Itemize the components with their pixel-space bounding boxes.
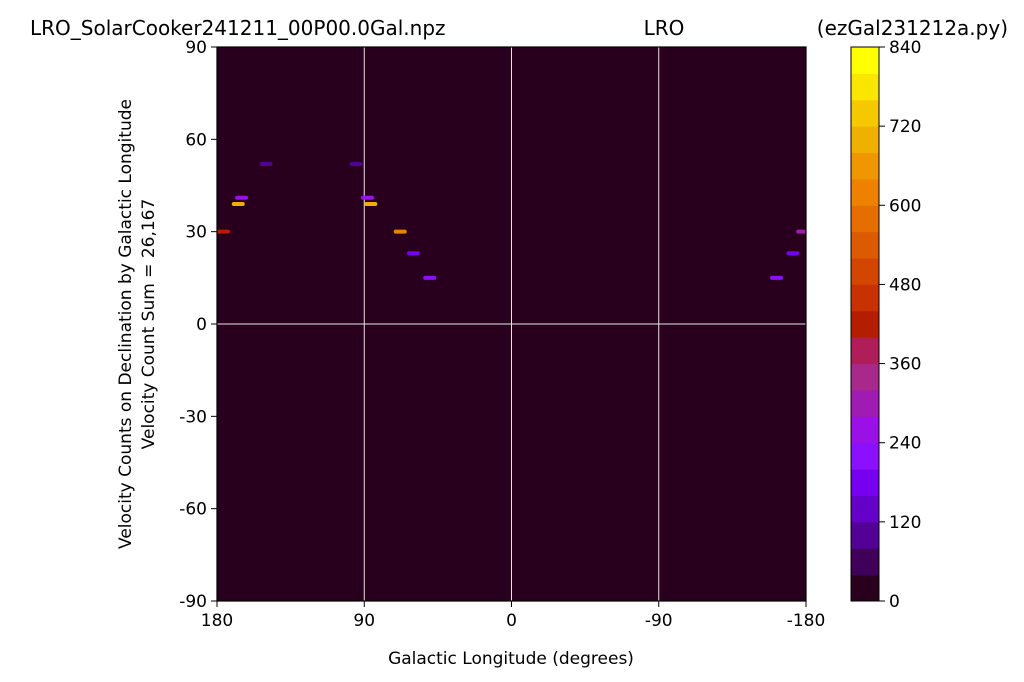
- colorbar-tick-label: 600: [889, 196, 921, 216]
- colorbar-segment: [851, 442, 879, 470]
- heatmap-cell: [770, 275, 784, 280]
- y-tick-label: -30: [179, 407, 207, 427]
- heatmap-cell: [259, 161, 273, 166]
- heatmap-cell: [361, 195, 375, 200]
- heatmap-cell: [217, 229, 230, 234]
- colorbar-segment: [851, 310, 879, 338]
- y-tick-label: -90: [179, 592, 207, 612]
- colorbar-segment: [851, 258, 879, 285]
- heatmap-cells: [217, 161, 806, 280]
- colorbar-tick-label: 120: [889, 513, 921, 533]
- colorbar-segment: [851, 99, 879, 127]
- heatmap-cell: [796, 229, 806, 234]
- y-tick-label: 60: [185, 130, 207, 150]
- colorbar-segment: [851, 205, 879, 233]
- colorbar-segment: [851, 548, 879, 576]
- colorbar-tick-label: 480: [889, 275, 921, 295]
- heatmap-cell: [235, 195, 249, 200]
- colorbar-tick-label: 0: [889, 592, 900, 612]
- colorbar-segment: [851, 389, 879, 417]
- colorbar-segment: [851, 469, 879, 496]
- colorbar-segment: [851, 47, 879, 74]
- y-tick-label: 30: [185, 223, 207, 243]
- colorbar-ticks: 0 120 240 360 480 600 720 840: [879, 38, 921, 612]
- colorbar-tick-label: 720: [889, 117, 921, 137]
- colorbar: [851, 47, 879, 602]
- heatmap-cell: [786, 251, 800, 256]
- x-tick-label: 0: [506, 611, 517, 631]
- colorbar-segment: [851, 495, 879, 523]
- chart-title-left: LRO_SolarCooker241211_00P00.0Gal.npz: [30, 16, 446, 40]
- colorbar-segment: [851, 416, 879, 444]
- y-axis-label-line2: Velocity Count Sum = 26,167: [139, 199, 159, 450]
- colorbar-frame: [850, 46, 880, 602]
- y-tick-label: -60: [179, 500, 207, 520]
- heatmap-cell: [364, 201, 378, 206]
- y-tick-label: 90: [185, 38, 207, 58]
- chart-title-right: (ezGal231212a.py): [817, 16, 1008, 40]
- grid: [217, 47, 806, 601]
- heatmap-cell: [231, 201, 245, 206]
- heatmap-cell: [423, 275, 437, 280]
- y-axis-label-line1: Velocity Counts on Declination by Galact…: [116, 99, 136, 549]
- colorbar-segment: [851, 337, 879, 365]
- x-axis: 180 90 0 -90 -180: [201, 601, 826, 631]
- x-tick-label: -90: [645, 611, 673, 631]
- heatmap-cell: [349, 161, 363, 166]
- colorbar-tick-label: 360: [889, 355, 921, 375]
- colorbar-segment: [851, 152, 879, 180]
- x-tick-label: -180: [787, 611, 826, 631]
- colorbar-segment: [851, 284, 879, 312]
- heatmap-cell: [393, 229, 407, 234]
- colorbar-tick-label: 240: [889, 434, 921, 454]
- colorbar-tick-label: 840: [889, 38, 921, 58]
- chart-title-center: LRO: [644, 16, 685, 40]
- y-tick-label: 0: [196, 315, 207, 335]
- colorbar-segment: [851, 363, 879, 391]
- colorbar-segment: [851, 574, 879, 602]
- x-tick-label: 180: [201, 611, 233, 631]
- colorbar-segment: [851, 178, 879, 206]
- heatmap-cell: [406, 251, 420, 256]
- colorbar-segment: [851, 521, 879, 549]
- y-axis: 90 60 30 0 -30 -60 -90: [179, 38, 217, 612]
- x-tick-label: 90: [353, 611, 375, 631]
- colorbar-segment: [851, 73, 879, 101]
- colorbar-segment: [851, 126, 879, 154]
- colorbar-segment: [851, 231, 879, 259]
- x-axis-label: Galactic Longitude (degrees): [388, 649, 634, 669]
